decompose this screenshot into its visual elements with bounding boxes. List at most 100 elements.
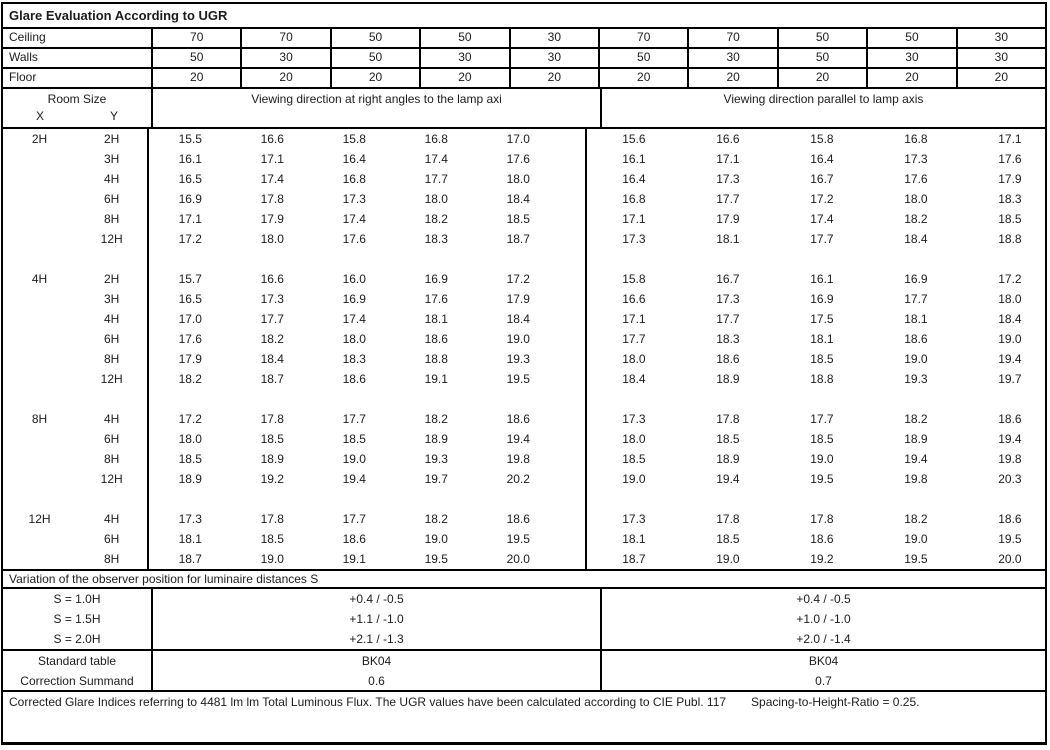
ugr-table-row: 6H 18.1 18.5 18.6 19.0 19.5 18.1 18.5 18… [3,529,1045,549]
ugr-values-parallel: 15.8 16.7 16.1 16.9 17.2 [587,269,1045,289]
room-x-value [3,189,76,209]
ugr-table-row: 12H 18.2 18.7 18.6 19.1 19.5 18.4 18.9 1… [3,369,1045,389]
ugr-value [681,389,775,409]
ugr-value: 16.6 [622,292,646,306]
room-y-value [76,489,150,509]
ugr-value: 17.4 [810,212,834,226]
ugr-value: 19.5 [810,472,834,486]
ugr-value: 16.9 [178,192,202,206]
room-y-value: 6H [76,329,150,349]
ugr-value: 19.1 [342,552,366,566]
ugr-value: 17.7 [622,332,646,346]
surface-value: 50 [153,49,243,67]
ugr-value: 18.9 [178,472,202,486]
ugr-value: 19.4 [998,432,1022,446]
ugr-value [477,389,559,409]
room-y-value: 6H [76,189,150,209]
summary-row: Standard table BK04 BK04 [3,651,1045,671]
ugr-value: 16.6 [260,132,284,146]
ugr-value: 17.9 [716,212,740,226]
ugr-value: 18.0 [342,332,366,346]
surface-value: 70 [689,29,779,47]
ugr-value [775,389,869,409]
room-x-value: 4H [31,272,48,286]
ugr-value: 19.0 [260,552,284,566]
ugr-table-row: 12H 17.2 18.0 17.6 18.3 18.7 17.3 18.1 1… [3,229,1045,249]
room-y-value: 12H [76,229,150,249]
ugr-value: 17.3 [342,192,366,206]
ugr-value: 18.3 [424,232,448,246]
ugr-value: 18.6 [424,332,448,346]
ugr-values-right-angles: 18.0 18.5 18.5 18.9 19.4 [149,429,587,449]
ugr-value: 16.8 [904,132,928,146]
ugr-value: 16.7 [716,272,740,286]
surface-value: 20 [868,69,958,87]
ugr-values-parallel: 18.5 18.9 19.0 19.4 19.8 [587,449,1045,469]
ugr-value: 17.2 [178,232,202,246]
room-x-value [3,549,76,569]
ugr-value: 18.7 [260,372,284,386]
ugr-value: 17.6 [998,152,1022,166]
ugr-value: 19.5 [904,552,928,566]
summary-row-label: S = 2.0H [3,629,153,649]
ugr-value [963,489,1045,509]
surface-value: 50 [332,49,422,67]
summary-row-label: Standard table [3,651,153,671]
room-x-value: 8H [31,412,48,426]
ugr-value: 19.5 [998,532,1022,546]
ugr-value: 16.8 [622,192,646,206]
ugr-value: 18.5 [716,432,740,446]
ugr-values-parallel: 16.1 17.1 16.4 17.3 17.6 [587,149,1045,169]
summary-value-parallel: 0.7 [815,674,832,688]
surface-value: 20 [153,69,243,87]
ugr-value: 19.0 [716,552,740,566]
room-y-value: 4H [76,509,150,529]
ugr-value: 18.1 [810,332,834,346]
ugr-values-right-angles: 17.0 17.7 17.4 18.1 18.4 [149,309,587,329]
ugr-value: 18.7 [506,232,530,246]
ugr-values-right-angles: 18.2 18.7 18.6 19.1 19.5 [149,369,587,389]
ugr-value [587,249,681,269]
ugr-value [775,489,869,509]
summary-row: S = 1.0H +0.4 / -0.5 +0.4 / -0.5 [3,589,1045,609]
ugr-value: 19.0 [622,472,646,486]
ugr-value: 17.4 [342,212,366,226]
summary-value-parallel: BK04 [808,654,839,668]
ugr-values-right-angles: 16.1 17.1 16.4 17.4 17.6 [149,149,587,169]
surface-value: 30 [242,49,332,67]
ugr-values-parallel: 17.3 17.8 17.8 18.2 18.6 [587,509,1045,529]
ugr-value: 18.8 [810,372,834,386]
ugr-value: 17.3 [622,512,646,526]
ugr-value: 19.0 [998,332,1022,346]
ugr-values-right-angles: 17.2 17.8 17.7 18.2 18.6 [149,409,587,429]
ugr-value [231,389,313,409]
ugr-values-right-angles: 17.6 18.2 18.0 18.6 19.0 [149,329,587,349]
surface-value: 70 [153,29,243,47]
surface-value: 20 [779,69,869,87]
ugr-values-parallel: 17.7 18.3 18.1 18.6 19.0 [587,329,1045,349]
room-x-value [3,449,76,469]
ugr-table: Glare Evaluation According to UGR Ceilin… [1,2,1047,693]
ugr-value: 17.4 [342,312,366,326]
ugr-value [775,249,869,269]
ugr-value: 18.1 [178,532,202,546]
viewing-direction-right-angles-heading: Viewing direction at right angles to the… [153,89,602,127]
surface-value: 30 [689,49,779,67]
surface-row: Walls 50 30 50 30 30 50 30 50 30 30 [3,49,1045,69]
ugr-value: 18.5 [342,432,366,446]
ugr-value: 17.3 [904,152,928,166]
ugr-value: 18.6 [810,532,834,546]
ugr-value: 17.3 [260,292,284,306]
ugr-value [869,489,963,509]
ugr-value: 19.5 [424,552,448,566]
ugr-value [395,249,477,269]
surface-value: 70 [242,29,332,47]
ugr-value: 17.3 [622,232,646,246]
ugr-value: 17.4 [424,152,448,166]
ugr-value: 18.5 [260,532,284,546]
ugr-value: 18.0 [622,352,646,366]
ugr-value: 19.2 [810,552,834,566]
summary-value-right-angles: 0.6 [153,671,602,691]
summary-value-parallel: +1.0 / -1.0 [796,612,851,626]
